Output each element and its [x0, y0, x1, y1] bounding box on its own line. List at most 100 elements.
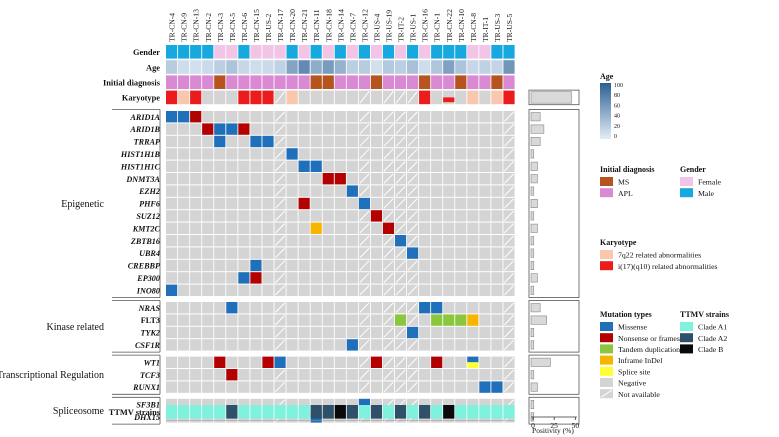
negative-cell — [238, 369, 250, 381]
mutation-cell — [479, 381, 491, 393]
negative-cell — [370, 381, 383, 393]
negative-cell — [166, 123, 178, 135]
negative-cell — [178, 173, 190, 185]
negative-cell — [226, 339, 238, 351]
na-cell-slash — [407, 315, 418, 326]
mutation-cell — [250, 135, 262, 148]
na-cell-slash — [275, 161, 286, 172]
negative-cell — [479, 173, 491, 185]
negative-cell — [286, 123, 298, 135]
negative-cell — [467, 381, 479, 393]
initial_diagnosis-cell — [358, 75, 370, 89]
gene-label-arid1b: ARID1B — [129, 125, 160, 134]
negative-cell — [286, 247, 298, 259]
ttmv-cell — [190, 405, 202, 419]
karyotype-track-label: Karyotype — [122, 94, 160, 103]
negative-cell — [370, 135, 383, 148]
negative-cell — [419, 123, 431, 135]
negative-cell — [334, 314, 346, 326]
positivity-bar-kmt2c — [530, 223, 538, 233]
initial_diagnosis-cell — [467, 75, 479, 89]
age-cell — [262, 60, 274, 74]
positivity-bar-tyk2 — [530, 327, 535, 337]
na-cell-slash — [395, 285, 406, 296]
karyotype-cell — [286, 90, 298, 105]
gender-cell — [407, 45, 419, 59]
na-cell-slash — [275, 148, 286, 159]
ttmv-cell — [274, 405, 286, 419]
negative-cell — [226, 222, 238, 234]
negative-cell — [322, 123, 334, 135]
age-cell — [322, 60, 334, 74]
negative-cell — [370, 398, 383, 411]
negative-cell — [334, 259, 346, 272]
negative-cell — [250, 123, 262, 135]
negative-cell — [346, 210, 358, 222]
negative-cell — [322, 339, 334, 351]
negative-cell — [262, 284, 274, 296]
na-cell-slash — [383, 260, 394, 271]
mutation-cell — [214, 356, 226, 368]
age-cell — [238, 60, 250, 74]
negative-cell — [250, 356, 262, 368]
positivity-karyotype-box — [528, 89, 580, 106]
negative-cell — [190, 160, 202, 172]
mutation-cell — [467, 362, 479, 368]
na-cell-slash — [395, 124, 406, 135]
negative-cell — [479, 111, 491, 123]
negative-cell — [166, 185, 178, 197]
legend-label-ki17: i(17)(q10) related abnormalities — [618, 262, 718, 271]
negative-cell — [226, 235, 238, 247]
negative-cell — [178, 356, 190, 368]
negative-cell — [479, 197, 491, 210]
negative-cell — [214, 185, 226, 197]
karyotype-cell-slash — [407, 91, 418, 104]
legend-label-tandem: Tandem duplication — [618, 345, 680, 354]
na-cell-slash — [407, 161, 418, 172]
na-cell-slash — [359, 210, 370, 221]
negative-cell — [419, 259, 431, 272]
negative-cell — [370, 272, 383, 284]
negative-cell — [298, 247, 310, 259]
negative-cell — [346, 173, 358, 185]
karyotype-cell — [491, 90, 503, 105]
positivity-bar-ino80 — [530, 285, 535, 295]
age-cell — [394, 60, 407, 74]
legend-swatch-apl — [600, 188, 613, 198]
na-cell-slash — [383, 315, 394, 326]
mutation-cell — [298, 197, 310, 210]
negative-cell — [262, 173, 274, 185]
negative-cell — [370, 326, 383, 339]
positivity-bar-suz12 — [530, 211, 535, 221]
sample-label: TR-CN-8 — [469, 13, 478, 42]
negative-cell — [491, 259, 503, 272]
ttmv-cell — [262, 405, 274, 419]
legend-swatch-ki17 — [600, 261, 613, 271]
sample-label: TR-CN-7 — [348, 13, 357, 42]
negative-cell — [238, 381, 250, 393]
negative-cell — [322, 398, 334, 411]
negative-cell — [286, 302, 298, 314]
negative-cell — [346, 314, 358, 326]
negative-cell — [178, 135, 190, 148]
mutation-types-legend-title: Mutation types — [600, 310, 652, 319]
negative-cell — [286, 259, 298, 272]
negative-cell — [286, 185, 298, 197]
negative-cell — [262, 326, 274, 339]
legend-label-splice: Splice site — [618, 367, 651, 376]
karyotype-cell — [178, 90, 190, 105]
negative-cell — [419, 197, 431, 210]
negative-cell — [491, 185, 503, 197]
negative-cell — [479, 272, 491, 284]
negative-cell — [370, 369, 383, 381]
negative-cell — [431, 369, 443, 381]
na-cell-slash — [359, 173, 370, 184]
age-cell — [250, 60, 262, 74]
negative-cell — [419, 185, 431, 197]
na-cell-slash — [395, 248, 406, 259]
na-cell-slash — [275, 315, 286, 326]
negative-cell — [190, 235, 202, 247]
negative-cell — [334, 148, 346, 160]
karyotype-cell — [262, 90, 274, 105]
mutation-cell — [334, 173, 346, 185]
